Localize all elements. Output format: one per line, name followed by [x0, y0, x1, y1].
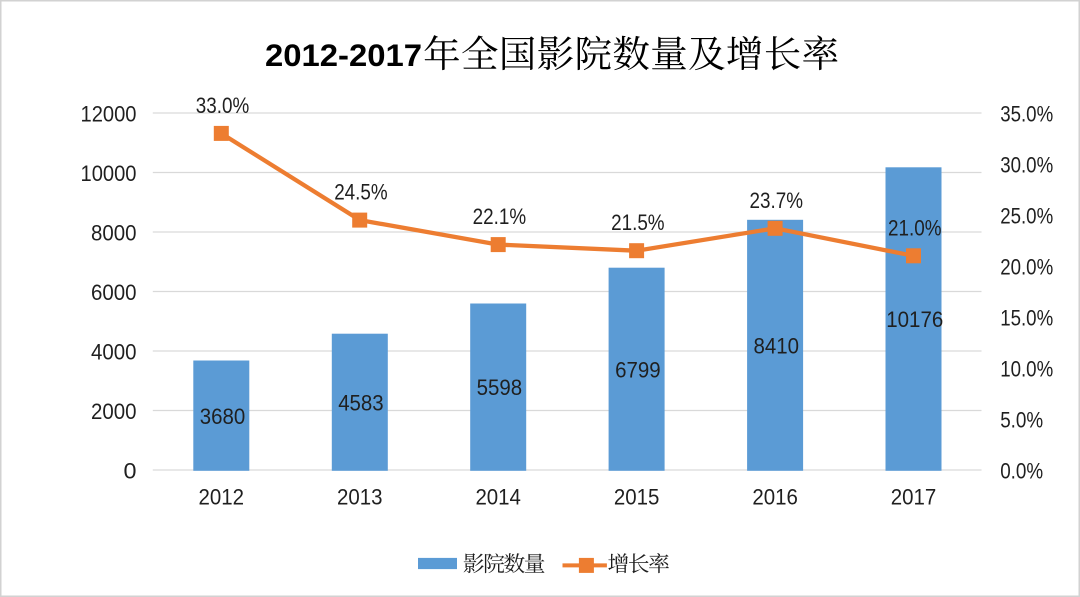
svg-text:0.0%: 0.0% — [1000, 459, 1043, 484]
svg-text:10.0%: 10.0% — [1000, 357, 1053, 382]
svg-text:8410: 8410 — [754, 333, 800, 358]
svg-text:2013: 2013 — [337, 484, 383, 509]
svg-text:23.7%: 23.7% — [750, 188, 804, 213]
svg-text:3680: 3680 — [200, 404, 246, 429]
svg-text:10000: 10000 — [81, 161, 137, 186]
svg-text:21.5%: 21.5% — [611, 210, 665, 235]
svg-text:2017: 2017 — [891, 484, 937, 509]
svg-text:4000: 4000 — [91, 340, 137, 365]
svg-text:10176: 10176 — [886, 307, 943, 332]
svg-text:2000: 2000 — [91, 399, 137, 424]
svg-text:2014: 2014 — [475, 484, 521, 509]
svg-text:24.5%: 24.5% — [334, 180, 388, 205]
svg-text:6799: 6799 — [615, 357, 661, 382]
svg-text:2012: 2012 — [199, 484, 245, 509]
svg-text:0: 0 — [124, 459, 137, 484]
svg-text:35.0%: 35.0% — [1000, 102, 1053, 127]
svg-text:5.0%: 5.0% — [1000, 408, 1043, 433]
svg-text:21.0%: 21.0% — [888, 215, 942, 240]
svg-text:6000: 6000 — [91, 280, 137, 305]
svg-text:5598: 5598 — [477, 375, 523, 400]
svg-text:33.0%: 33.0% — [196, 93, 250, 118]
svg-text:15.0%: 15.0% — [1000, 306, 1053, 331]
svg-text:25.0%: 25.0% — [1000, 204, 1053, 229]
svg-text:2016: 2016 — [752, 484, 798, 509]
svg-text:2012-2017: 2012-2017 — [265, 38, 422, 73]
svg-text:30.0%: 30.0% — [1000, 153, 1053, 178]
svg-text:22.1%: 22.1% — [473, 204, 527, 229]
svg-text:20.0%: 20.0% — [1000, 255, 1053, 280]
svg-text:4583: 4583 — [338, 390, 384, 415]
svg-text:8000: 8000 — [91, 221, 137, 246]
svg-text:2015: 2015 — [614, 484, 660, 509]
svg-text:12000: 12000 — [81, 102, 137, 127]
